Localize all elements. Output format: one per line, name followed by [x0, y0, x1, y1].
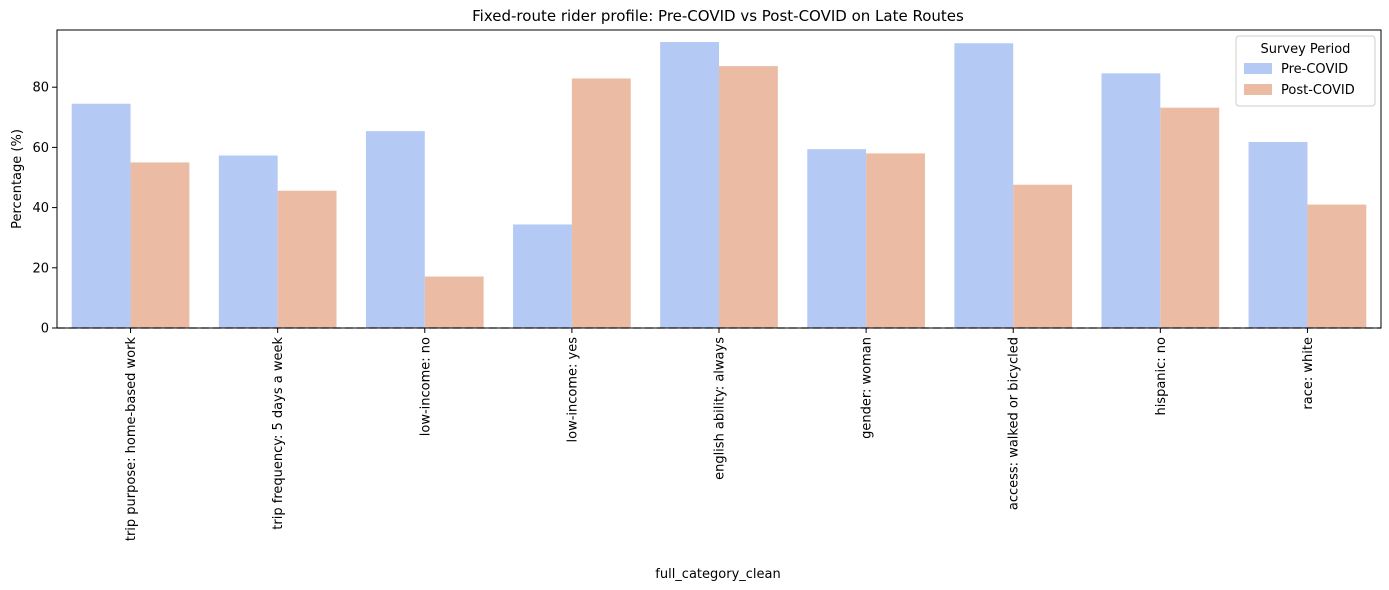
x-tick-label: english ability: always	[713, 337, 728, 480]
bar-post-covid-5	[866, 153, 925, 328]
bar-pre-covid-0	[71, 103, 131, 329]
bar-pre-covid-4	[660, 42, 719, 328]
y-tick-label: 80	[32, 81, 49, 96]
bar-post-covid-4	[719, 66, 778, 328]
y-axis-title: Percentage (%)	[10, 129, 25, 229]
x-tick-label: low-income: yes	[565, 337, 580, 443]
x-tick-label: low-income: no	[418, 337, 433, 436]
y-axis: 0 20 40 60 80	[32, 81, 57, 337]
x-axis: trip purpose: home-based work trip freque…	[124, 328, 1316, 541]
y-tick-label: 60	[32, 141, 49, 156]
bar-post-covid-7	[1160, 107, 1220, 328]
x-tick-label: hispanic: no	[1154, 337, 1169, 416]
chart-title: Fixed-route rider profile: Pre-COVID vs …	[472, 7, 964, 25]
legend-swatch	[1244, 84, 1272, 95]
bar-pre-covid-5	[807, 149, 867, 328]
bar-pre-covid-6	[954, 43, 1014, 328]
y-tick-label: 0	[41, 322, 49, 337]
bar-post-covid-8	[1307, 204, 1367, 328]
bar-pre-covid-2	[365, 131, 425, 328]
bar-post-covid-2	[424, 276, 484, 328]
bar-post-covid-6	[1013, 184, 1073, 328]
bars-layer	[71, 42, 1367, 329]
bar-post-covid-0	[130, 162, 190, 328]
bar-post-covid-1	[277, 190, 337, 328]
x-tick-label: trip frequency: 5 days a week	[271, 337, 286, 530]
bar-pre-covid-8	[1248, 141, 1308, 328]
x-axis-title: full_category_clean	[655, 567, 780, 582]
legend: Survey Period Pre-COVID Post-COVID	[1235, 35, 1376, 107]
bar-pre-covid-1	[218, 155, 278, 328]
x-tick-label: race: white	[1301, 337, 1316, 410]
legend-title: Survey Period	[1261, 42, 1351, 57]
legend-label: Post-COVID	[1281, 83, 1355, 98]
bar-pre-covid-3	[513, 224, 572, 328]
y-tick-label: 40	[32, 201, 49, 216]
bar-pre-covid-7	[1101, 73, 1161, 328]
x-tick-label: gender: woman	[860, 337, 875, 439]
x-tick-label: trip purpose: home-based work	[124, 337, 139, 542]
x-tick-label: access: walked or bicycled	[1007, 337, 1022, 510]
legend-label: Pre-COVID	[1281, 62, 1348, 77]
legend-swatch	[1244, 63, 1272, 74]
y-tick-label: 20	[32, 261, 49, 276]
bar-post-covid-3	[571, 78, 631, 329]
